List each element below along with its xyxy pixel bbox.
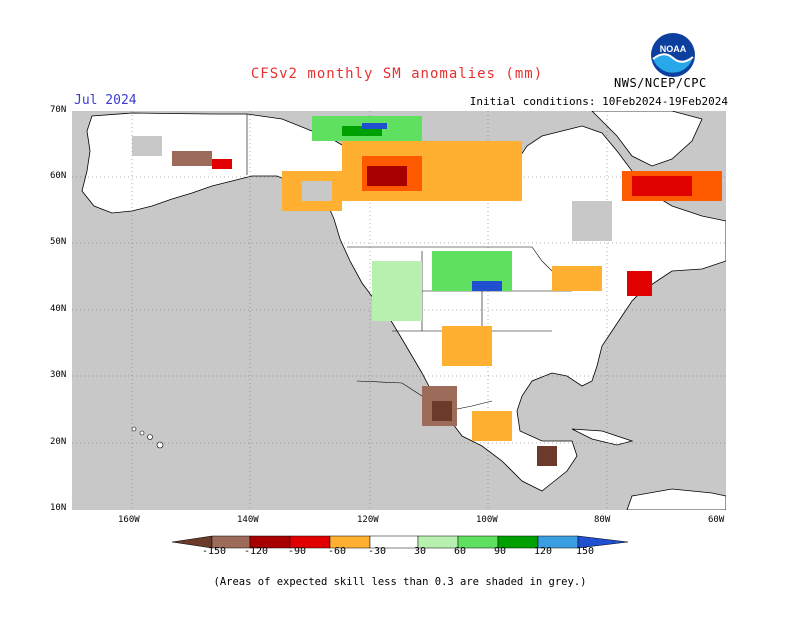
lon-label: 80W [594, 515, 611, 525]
lon-label: 60W [708, 515, 725, 525]
legend-label: -60 [328, 546, 347, 557]
lat-label: 20N [50, 437, 67, 447]
noaa-logo: NOAA [650, 32, 696, 78]
legend-colorbar [172, 535, 628, 549]
legend-label: -150 [202, 546, 227, 557]
hawaii-islands [131, 426, 164, 449]
legend-label: 120 [534, 546, 553, 557]
lon-label: 140W [237, 515, 259, 525]
lat-label: 60N [50, 171, 67, 181]
legend-label: -120 [244, 546, 269, 557]
graticule [72, 111, 726, 510]
anomaly-patches [132, 116, 722, 466]
svg-text:NOAA: NOAA [660, 44, 687, 54]
landmass-greenland [591, 110, 703, 167]
agency-label: NWS/NCEP/CPC [614, 76, 707, 90]
valid-month: Jul 2024 [74, 93, 137, 108]
lat-label: 50N [50, 237, 67, 247]
lon-label: 120W [357, 515, 379, 525]
legend-label: 30 [414, 546, 427, 557]
map-area: 70N 60N 50N 40N 30N 20N 10N 160W 140W 12… [50, 105, 727, 525]
lat-label: 10N [50, 503, 67, 513]
lon-label: 100W [476, 515, 498, 525]
lat-label: 40N [50, 304, 67, 314]
legend-label: 60 [454, 546, 467, 557]
legend-label: -90 [288, 546, 307, 557]
lon-label: 160W [118, 515, 140, 525]
legend-label: 150 [576, 546, 595, 557]
legend-label: -30 [368, 546, 387, 557]
lat-label: 70N [50, 105, 67, 115]
initial-conditions: Initial conditions: 10Feb2024-19Feb2024 [469, 95, 728, 108]
chart-title: CFSv2 monthly SM anomalies (mm) [250, 66, 544, 82]
map-svg [72, 110, 727, 511]
legend-label: 90 [494, 546, 507, 557]
footer-note: (Areas of expected skill less than 0.3 a… [213, 576, 587, 588]
lat-label: 30N [50, 370, 67, 380]
